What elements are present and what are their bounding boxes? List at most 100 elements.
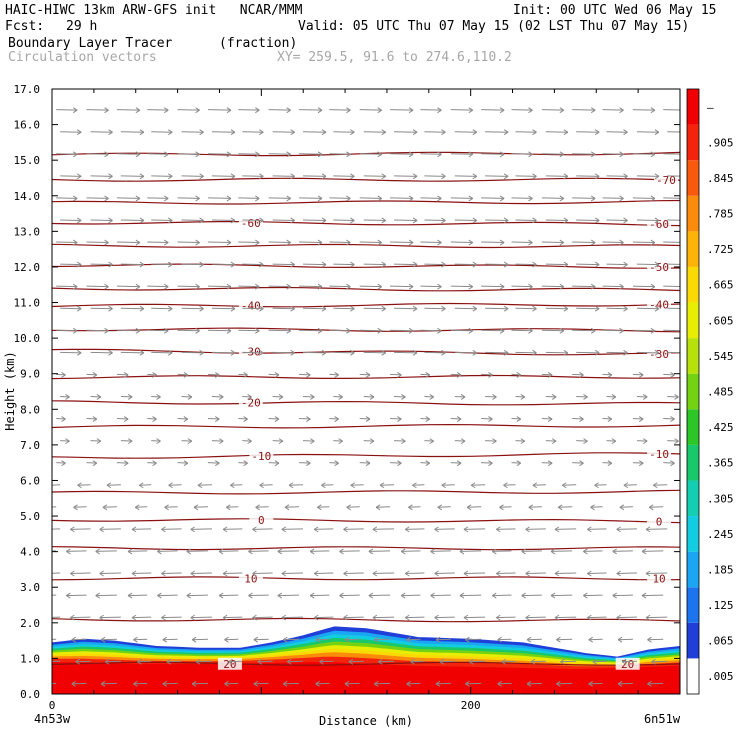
vector-arrow bbox=[667, 175, 680, 177]
vector-arrowhead bbox=[532, 173, 537, 180]
vector-arrow bbox=[268, 418, 279, 420]
vector-arrowhead bbox=[400, 548, 406, 555]
vector-arrow bbox=[333, 351, 355, 354]
vector-arrow bbox=[157, 594, 178, 597]
vector-arrow bbox=[572, 462, 584, 464]
vector-arrowhead bbox=[425, 371, 430, 378]
vector-arrowhead bbox=[230, 305, 236, 312]
vector-arrowhead bbox=[187, 438, 193, 445]
vector-arrowhead bbox=[76, 349, 82, 356]
vector-arrow bbox=[424, 440, 434, 442]
vector-arrowhead bbox=[190, 570, 196, 577]
vector-arrow bbox=[272, 131, 295, 133]
colorbar-label: .785 bbox=[707, 208, 734, 221]
vector-arrow bbox=[90, 395, 101, 398]
vector-arrowhead bbox=[375, 504, 381, 511]
vector-arrow bbox=[439, 660, 455, 663]
vector-arrow bbox=[511, 418, 521, 420]
vector-arrow bbox=[541, 109, 564, 111]
vector-arrowhead bbox=[466, 504, 472, 511]
vector-arrow bbox=[612, 594, 633, 597]
vector-arrow bbox=[343, 572, 364, 574]
vector-arrowhead bbox=[441, 349, 446, 356]
vector-arrowhead bbox=[255, 107, 260, 114]
vector-arrow bbox=[359, 197, 382, 199]
vector-arrowhead bbox=[183, 371, 189, 378]
vector-arrow bbox=[401, 594, 421, 597]
vector-arrow bbox=[52, 506, 57, 508]
vector-arrow bbox=[192, 682, 208, 685]
vector-arrowhead bbox=[638, 371, 644, 378]
vector-arrowhead bbox=[281, 526, 287, 533]
vector-arrow bbox=[663, 153, 680, 155]
vector-arrow bbox=[632, 153, 655, 155]
vector-arrowhead bbox=[127, 438, 133, 445]
vector-arrow bbox=[329, 197, 351, 199]
vector-arrow bbox=[572, 285, 596, 288]
vector-arrowhead bbox=[255, 151, 260, 158]
vector-arrowhead bbox=[590, 239, 596, 246]
x-tick-label: 200 bbox=[461, 699, 481, 712]
vector-arrow bbox=[560, 660, 577, 663]
vector-arrow bbox=[99, 572, 121, 574]
vector-arrow bbox=[120, 395, 133, 398]
vector-arrow bbox=[469, 660, 486, 663]
vector-arrow bbox=[329, 109, 351, 111]
vector-arrow bbox=[66, 594, 87, 597]
vector-arrowhead bbox=[488, 416, 493, 422]
vector-arrow bbox=[511, 329, 533, 332]
vector-arrowhead bbox=[528, 504, 534, 511]
vector-arrow bbox=[147, 241, 169, 244]
vector-arrowhead bbox=[274, 416, 280, 422]
vector-arrow bbox=[602, 109, 624, 111]
colorbar-swatch bbox=[687, 231, 699, 267]
vector-arrow bbox=[299, 197, 323, 199]
vector-arrowhead bbox=[161, 570, 166, 577]
vector-arrowhead bbox=[71, 636, 77, 643]
vector-arrow bbox=[406, 638, 421, 641]
vector-arrowhead bbox=[193, 504, 199, 511]
vector-arrow bbox=[177, 109, 200, 111]
vector-arrow bbox=[151, 307, 173, 310]
vector-arrow bbox=[147, 462, 157, 464]
contour-label-bg bbox=[217, 657, 242, 670]
vector-arrowhead bbox=[377, 283, 382, 290]
vector-arrowhead bbox=[520, 394, 526, 400]
vector-arrow bbox=[390, 329, 414, 332]
field-name: Boundary Layer Tracer bbox=[8, 36, 173, 51]
vector-arrowhead bbox=[623, 349, 628, 356]
vector-arrowhead bbox=[521, 592, 526, 599]
colorbar-swatch bbox=[687, 480, 699, 517]
vector-arrowhead bbox=[313, 570, 319, 577]
vector-arrowhead bbox=[526, 680, 532, 687]
vector-arrowhead bbox=[343, 570, 348, 577]
vector-arrow bbox=[242, 307, 264, 310]
vector-arrowhead bbox=[439, 658, 445, 665]
vector-arrowhead bbox=[408, 504, 413, 511]
vector-arrow bbox=[186, 594, 208, 597]
vector-arrowhead bbox=[674, 438, 679, 445]
vector-arrow bbox=[450, 241, 473, 244]
vector-arrow bbox=[390, 285, 414, 288]
vector-arrowhead bbox=[72, 151, 78, 158]
vector-arrow bbox=[594, 484, 607, 486]
vector-arrowhead bbox=[108, 217, 113, 224]
vector-arrowhead bbox=[530, 658, 536, 665]
vector-arrow bbox=[137, 660, 152, 663]
vector-arrow bbox=[238, 241, 260, 244]
vector-arrow bbox=[224, 682, 239, 685]
vector-arrow bbox=[602, 418, 612, 420]
vector-arrowhead bbox=[310, 394, 315, 400]
vector-arrow bbox=[556, 638, 573, 641]
vector-arrowhead bbox=[195, 107, 200, 114]
vector-arrowhead bbox=[334, 371, 339, 378]
vector-arrowhead bbox=[317, 151, 323, 158]
vector-arrow bbox=[151, 263, 173, 266]
vector-arrowhead bbox=[430, 548, 435, 555]
vector-arrowhead bbox=[435, 680, 441, 687]
vector-arrowhead bbox=[156, 438, 161, 445]
vector-arrowhead bbox=[468, 195, 474, 202]
vector-arrow bbox=[116, 153, 140, 155]
vector-arrowhead bbox=[472, 305, 478, 312]
vector-arrowhead bbox=[76, 129, 82, 136]
